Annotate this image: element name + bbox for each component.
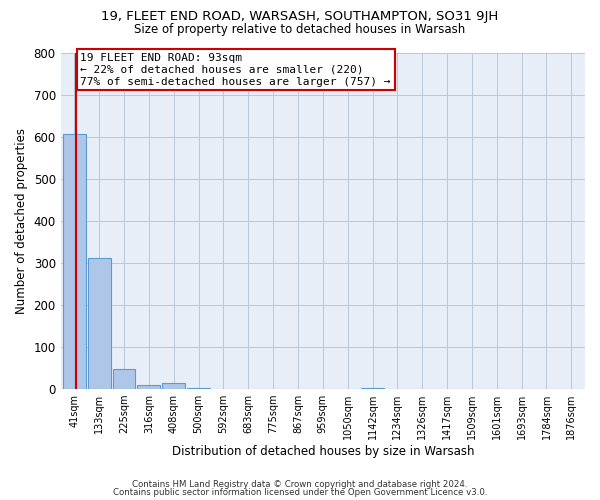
Text: Contains public sector information licensed under the Open Government Licence v3: Contains public sector information licen… <box>113 488 487 497</box>
Text: Contains HM Land Registry data © Crown copyright and database right 2024.: Contains HM Land Registry data © Crown c… <box>132 480 468 489</box>
Bar <box>63 134 86 388</box>
Text: 19, FLEET END ROAD, WARSASH, SOUTHAMPTON, SO31 9JH: 19, FLEET END ROAD, WARSASH, SOUTHAMPTON… <box>101 10 499 23</box>
Bar <box>88 258 110 388</box>
X-axis label: Distribution of detached houses by size in Warsash: Distribution of detached houses by size … <box>172 444 474 458</box>
Bar <box>163 383 185 388</box>
Text: Size of property relative to detached houses in Warsash: Size of property relative to detached ho… <box>134 22 466 36</box>
Bar <box>137 384 160 388</box>
Y-axis label: Number of detached properties: Number of detached properties <box>15 128 28 314</box>
Text: 19 FLEET END ROAD: 93sqm
← 22% of detached houses are smaller (220)
77% of semi-: 19 FLEET END ROAD: 93sqm ← 22% of detach… <box>80 54 391 86</box>
Bar <box>113 368 136 388</box>
